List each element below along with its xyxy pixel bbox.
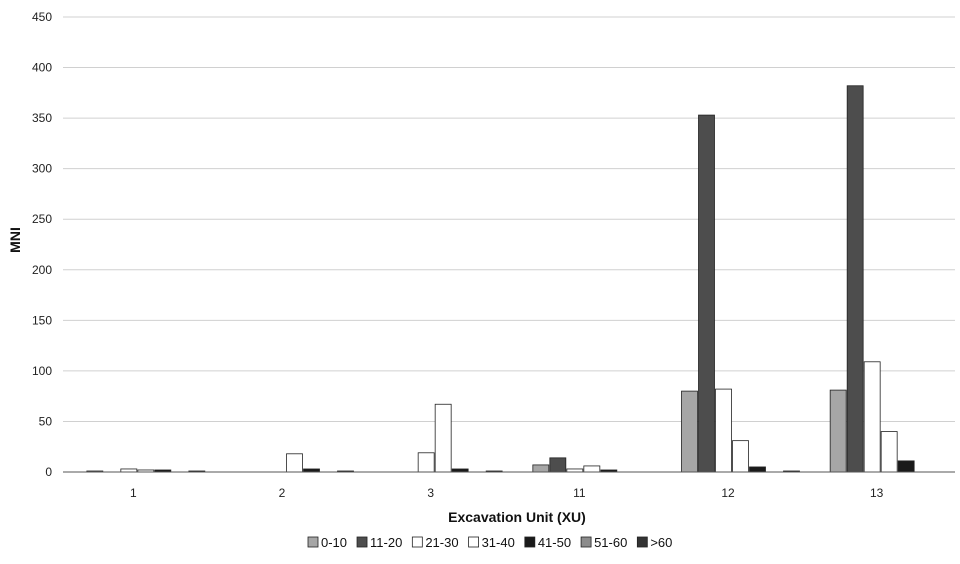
bar bbox=[880, 431, 898, 473]
y-axis-title: MNI bbox=[7, 227, 23, 253]
y-tick-label: 300 bbox=[32, 162, 52, 176]
y-tick-label: 450 bbox=[32, 10, 52, 24]
y-tick-label: 50 bbox=[39, 414, 53, 428]
legend-label: >60 bbox=[650, 535, 672, 550]
bar bbox=[715, 388, 732, 473]
legend-label: 41-50 bbox=[538, 535, 571, 550]
y-tick-label: 350 bbox=[32, 111, 52, 125]
x-tick-label: 3 bbox=[427, 486, 434, 500]
y-tick-label: 200 bbox=[32, 263, 52, 277]
bar bbox=[749, 466, 766, 473]
legend: 0-10 11-20 21-30 31-40 41-50 51-60 >60 bbox=[307, 535, 672, 550]
bar bbox=[681, 390, 698, 473]
bar bbox=[583, 465, 601, 473]
bar bbox=[549, 457, 567, 473]
x-tick-label: 2 bbox=[279, 486, 286, 500]
bar bbox=[829, 389, 847, 473]
bar bbox=[897, 460, 915, 473]
legend-label: 0-10 bbox=[321, 535, 347, 550]
bar bbox=[863, 361, 881, 473]
x-axis-title: Excavation Unit (XU) bbox=[448, 509, 586, 525]
x-tick-labels: 1 2 3 11 12 13 bbox=[130, 486, 884, 500]
bar bbox=[417, 452, 435, 473]
bar bbox=[434, 403, 452, 473]
y-tick-label: 150 bbox=[32, 313, 52, 327]
bar bbox=[846, 85, 864, 473]
x-tick-label: 13 bbox=[870, 486, 884, 500]
bar bbox=[698, 114, 715, 473]
legend-swatch bbox=[356, 536, 368, 548]
legend-swatch bbox=[580, 536, 592, 548]
y-tick-label: 0 bbox=[45, 465, 52, 479]
gridlines bbox=[63, 16, 955, 422]
x-tick-label: 11 bbox=[573, 486, 586, 500]
bar bbox=[532, 464, 550, 473]
legend-label: 11-20 bbox=[370, 535, 402, 550]
x-tick-label: 1 bbox=[130, 486, 137, 500]
bar bbox=[732, 440, 749, 473]
legend-swatch bbox=[524, 536, 536, 548]
legend-swatch bbox=[468, 536, 479, 548]
x-tick-label: 12 bbox=[721, 486, 735, 500]
bars bbox=[86, 85, 915, 473]
y-tick-label: 250 bbox=[32, 212, 52, 226]
bar bbox=[286, 453, 303, 473]
y-tick-labels: 0 50 100 150 200 250 300 350 400 450 bbox=[32, 10, 52, 479]
y-tick-label: 100 bbox=[32, 364, 52, 378]
legend-swatch bbox=[307, 536, 319, 548]
legend-label: 31-40 bbox=[482, 535, 515, 550]
legend-swatch bbox=[411, 536, 423, 548]
legend-label: 51-60 bbox=[594, 535, 627, 550]
y-tick-label: 400 bbox=[32, 61, 52, 75]
legend-swatch bbox=[636, 536, 648, 548]
legend-label: 21-30 bbox=[425, 535, 458, 550]
